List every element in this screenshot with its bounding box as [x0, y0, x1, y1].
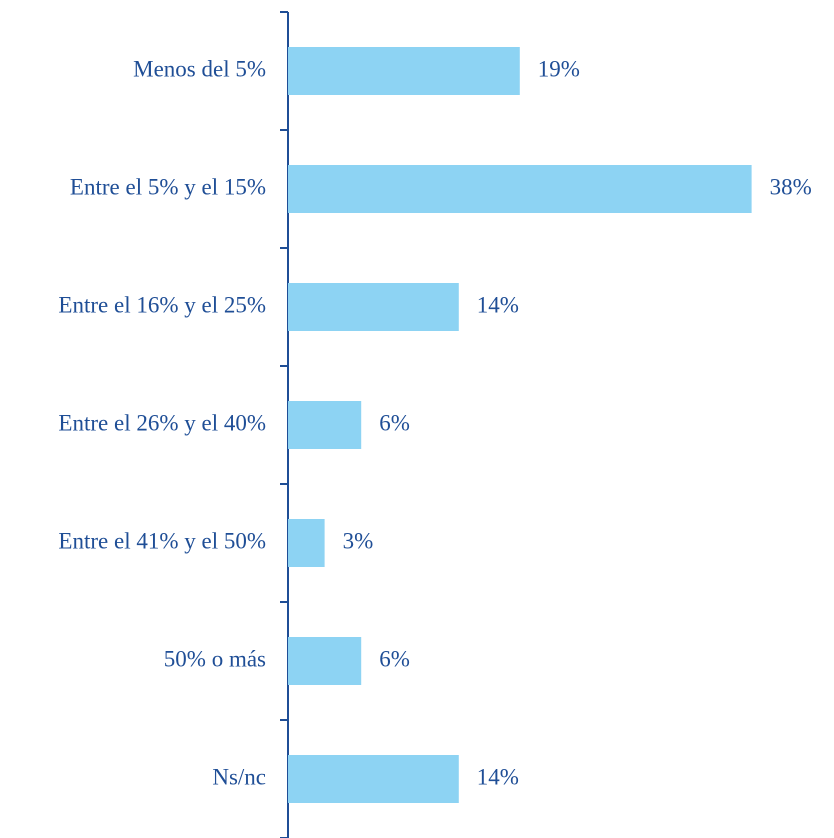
- value-label: 38%: [770, 174, 812, 199]
- bar: [288, 637, 362, 685]
- bar: [288, 165, 752, 213]
- value-label: 14%: [477, 764, 519, 789]
- bar: [288, 519, 325, 567]
- value-label: 6%: [379, 646, 410, 671]
- y-tick-label: Entre el 16% y el 25%: [58, 292, 266, 317]
- y-tick-label: Entre el 26% y el 40%: [58, 410, 266, 435]
- value-label: 14%: [477, 292, 519, 317]
- bar: [288, 47, 520, 95]
- y-tick-label: Entre el 41% y el 50%: [58, 528, 266, 553]
- bar: [288, 755, 459, 803]
- value-label: 6%: [379, 410, 410, 435]
- value-label: 3%: [343, 528, 374, 553]
- y-tick-label: Menos del 5%: [133, 56, 266, 81]
- y-tick-label: Entre el 5% y el 15%: [70, 174, 266, 199]
- value-label: 19%: [538, 56, 580, 81]
- bar: [288, 283, 459, 331]
- y-tick-label: 50% o más: [164, 646, 266, 671]
- bar: [288, 401, 362, 449]
- y-tick-label: Ns/nc: [212, 764, 266, 789]
